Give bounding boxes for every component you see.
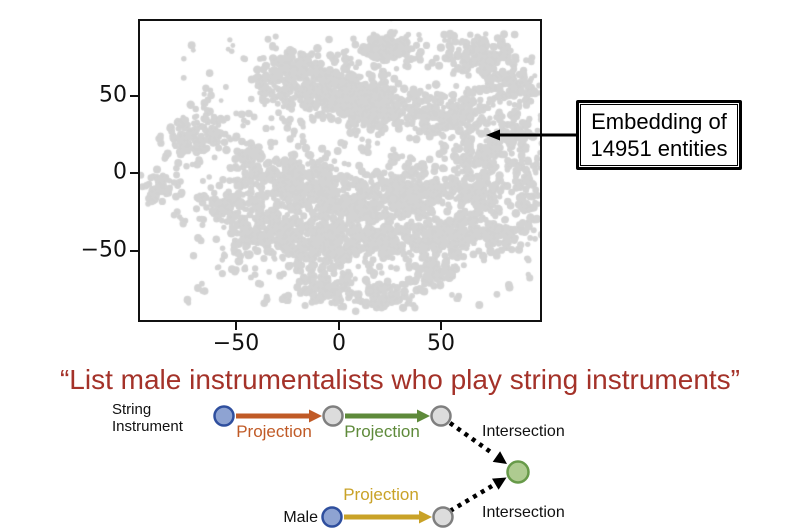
y-tick — [130, 95, 138, 97]
projection-edge-1-head — [309, 409, 322, 423]
embedding-scatter-plot — [140, 21, 540, 320]
variable-node-2 — [430, 405, 452, 427]
target-node — [506, 460, 530, 484]
annotation-box-inner: Embedding of 14951 entities — [580, 104, 738, 166]
projection-label-3: Projection — [343, 485, 419, 504]
annotation-box: Embedding of 14951 entities — [576, 100, 742, 170]
anchor-label-male: Male — [283, 509, 318, 526]
annotation-line2: 14951 entities — [590, 136, 728, 161]
x-tick — [440, 322, 442, 330]
projection-edge-2-head — [417, 409, 430, 423]
y-tick-label: −50 — [80, 237, 127, 263]
variable-node-3 — [432, 506, 454, 528]
x-tick-label: 50 — [427, 331, 455, 356]
y-tick-label: 50 — [99, 82, 127, 108]
intersection-edge-top-head — [492, 451, 507, 464]
x-tick — [338, 322, 340, 330]
anchor-label-string-instrument: String Instrument — [112, 401, 183, 435]
annotation-arrow-head — [486, 129, 500, 141]
anchor-node-string-instrument — [213, 405, 235, 427]
variable-node-1 — [322, 405, 344, 427]
intersection-edge-top — [448, 421, 494, 455]
intersection-edge-bottom-head — [492, 477, 507, 490]
y-tick — [130, 250, 138, 252]
x-tick-label: 0 — [332, 331, 346, 356]
projection-edge-3-head — [419, 510, 432, 524]
y-tick-label: 0 — [113, 159, 127, 185]
projection-label-2: Projection — [344, 422, 420, 441]
x-tick — [235, 322, 237, 330]
intersection-edge-bottom — [448, 484, 494, 513]
x-tick-label: −50 — [212, 331, 260, 356]
annotation-line1: Embedding of — [591, 109, 727, 134]
intersection-label-top: Intersection — [482, 423, 565, 440]
plot-frame — [138, 19, 542, 322]
y-tick — [130, 172, 138, 174]
intersection-label-bottom: Intersection — [482, 504, 565, 521]
projection-label-1: Projection — [236, 422, 312, 441]
anchor-node-male — [321, 506, 343, 528]
query-quote: “List male instrumentalists who play str… — [59, 364, 740, 395]
